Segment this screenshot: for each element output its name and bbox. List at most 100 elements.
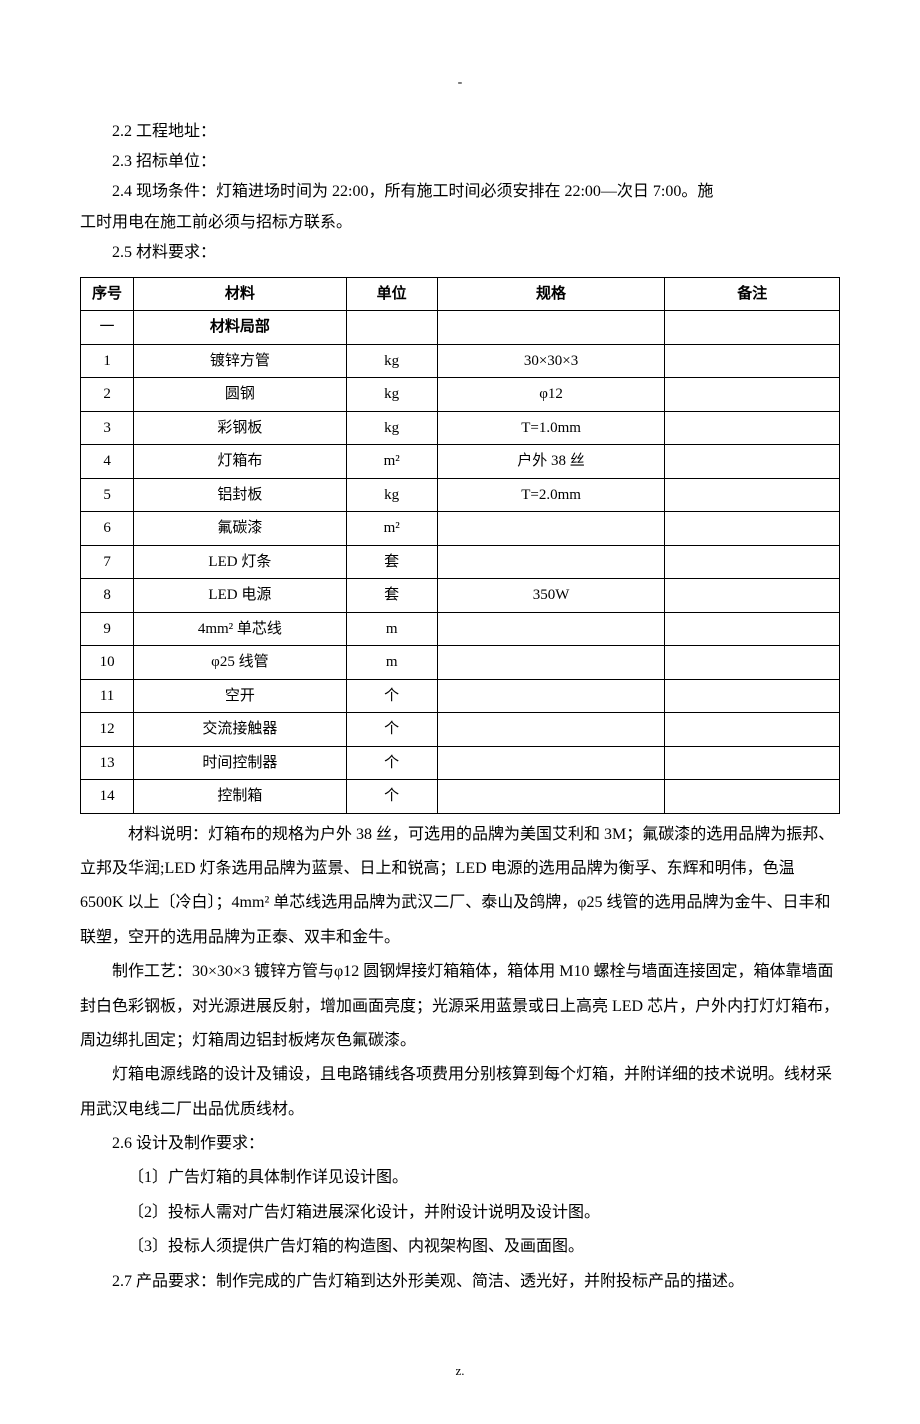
- cell-note: [665, 378, 840, 412]
- cell-seq: 11: [81, 679, 134, 713]
- cell-mat: LED 电源: [134, 579, 347, 613]
- cell-seq: 10: [81, 646, 134, 680]
- cell-note: [665, 646, 840, 680]
- cell-unit: m²: [346, 512, 437, 546]
- cell-mat: 氟碳漆: [134, 512, 347, 546]
- cell-unit: m²: [346, 445, 437, 479]
- section-seq: 一: [81, 311, 134, 345]
- table-row: 10φ25 线管m: [81, 646, 840, 680]
- cell-note: [665, 545, 840, 579]
- th-unit: 单位: [346, 277, 437, 311]
- material-note: 材料说明：灯箱布的规格为户外 38 丝，可选用的品牌为美国艾利和 3M；氟碳漆的…: [80, 818, 840, 956]
- power-note: 灯箱电源线路的设计及铺设，且电路铺线各项费用分别核算到每个灯箱，并附详细的技术说…: [80, 1058, 840, 1127]
- table-row: 6氟碳漆m²: [81, 512, 840, 546]
- cell-unit: m: [346, 612, 437, 646]
- cell-mat: 时间控制器: [134, 746, 347, 780]
- line-2-4a: 2.4 现场条件：灯箱进场时间为 22:00，所有施工时间必须安排在 22:00…: [80, 177, 840, 207]
- section-blank-spec: [437, 311, 665, 345]
- section-title: 材料局部: [134, 311, 347, 345]
- cell-spec: [437, 512, 665, 546]
- header-dash: -: [80, 70, 840, 97]
- table-row: 8LED 电源套350W: [81, 579, 840, 613]
- req-3: 〔3〕投标人须提供广告灯箱的构造图、内视架构图、及画面图。: [80, 1230, 840, 1264]
- cell-spec: [437, 545, 665, 579]
- cell-mat: φ25 线管: [134, 646, 347, 680]
- table-row: 1镀锌方管kg30×30×3: [81, 344, 840, 378]
- cell-mat: LED 灯条: [134, 545, 347, 579]
- cell-seq: 12: [81, 713, 134, 747]
- th-spec: 规格: [437, 277, 665, 311]
- cell-seq: 5: [81, 478, 134, 512]
- cell-mat: 4mm² 单芯线: [134, 612, 347, 646]
- cell-spec: 30×30×3: [437, 344, 665, 378]
- table-header-row: 序号 材料 单位 规格 备注: [81, 277, 840, 311]
- table-row: 14控制箱个: [81, 780, 840, 814]
- cell-note: [665, 411, 840, 445]
- cell-note: [665, 478, 840, 512]
- section-blank-note: [665, 311, 840, 345]
- cell-spec: [437, 780, 665, 814]
- cell-unit: 个: [346, 713, 437, 747]
- line-2-2: 2.2 工程地址：: [80, 117, 840, 147]
- cell-seq: 8: [81, 579, 134, 613]
- cell-seq: 14: [81, 780, 134, 814]
- cell-spec: T=2.0mm: [437, 478, 665, 512]
- cell-mat: 灯箱布: [134, 445, 347, 479]
- cell-seq: 9: [81, 612, 134, 646]
- cell-mat: 交流接触器: [134, 713, 347, 747]
- cell-unit: kg: [346, 378, 437, 412]
- cell-mat: 空开: [134, 679, 347, 713]
- line-2-3: 2.3 招标单位：: [80, 147, 840, 177]
- table-row: 3彩钢板kgT=1.0mm: [81, 411, 840, 445]
- materials-table: 序号 材料 单位 规格 备注 一 材料局部 1镀锌方管kg30×30×32圆钢k…: [80, 277, 840, 814]
- cell-spec: 户外 38 丝: [437, 445, 665, 479]
- cell-unit: 个: [346, 679, 437, 713]
- cell-unit: kg: [346, 411, 437, 445]
- cell-note: [665, 746, 840, 780]
- cell-seq: 2: [81, 378, 134, 412]
- cell-seq: 1: [81, 344, 134, 378]
- cell-unit: 个: [346, 780, 437, 814]
- cell-seq: 4: [81, 445, 134, 479]
- cell-unit: 套: [346, 545, 437, 579]
- table-row: 12交流接触器个: [81, 713, 840, 747]
- cell-note: [665, 612, 840, 646]
- table-row: 11空开个: [81, 679, 840, 713]
- cell-seq: 7: [81, 545, 134, 579]
- cell-mat: 彩钢板: [134, 411, 347, 445]
- table-row: 94mm² 单芯线m: [81, 612, 840, 646]
- process-note: 制作工艺：30×30×3 镀锌方管与φ12 圆钢焊接灯箱箱体，箱体用 M10 螺…: [80, 955, 840, 1058]
- th-note: 备注: [665, 277, 840, 311]
- cell-spec: [437, 713, 665, 747]
- cell-note: [665, 512, 840, 546]
- cell-note: [665, 713, 840, 747]
- cell-mat: 控制箱: [134, 780, 347, 814]
- cell-mat: 铝封板: [134, 478, 347, 512]
- cell-spec: φ12: [437, 378, 665, 412]
- cell-spec: T=1.0mm: [437, 411, 665, 445]
- cell-unit: 个: [346, 746, 437, 780]
- cell-note: [665, 679, 840, 713]
- table-body: 一 材料局部 1镀锌方管kg30×30×32圆钢kgφ123彩钢板kgT=1.0…: [81, 311, 840, 814]
- cell-spec: [437, 746, 665, 780]
- req-1: 〔1〕广告灯箱的具体制作详见设计图。: [80, 1161, 840, 1195]
- cell-unit: m: [346, 646, 437, 680]
- cell-note: [665, 445, 840, 479]
- cell-spec: [437, 612, 665, 646]
- th-mat: 材料: [134, 277, 347, 311]
- cell-unit: kg: [346, 344, 437, 378]
- table-row: 13时间控制器个: [81, 746, 840, 780]
- table-row: 2圆钢kgφ12: [81, 378, 840, 412]
- cell-seq: 3: [81, 411, 134, 445]
- cell-note: [665, 344, 840, 378]
- th-seq: 序号: [81, 277, 134, 311]
- cell-spec: [437, 679, 665, 713]
- cell-mat: 圆钢: [134, 378, 347, 412]
- cell-unit: kg: [346, 478, 437, 512]
- line-2-6: 2.6 设计及制作要求：: [80, 1127, 840, 1161]
- cell-seq: 6: [81, 512, 134, 546]
- section-blank-unit: [346, 311, 437, 345]
- cell-note: [665, 780, 840, 814]
- line-2-4b: 工时用电在施工前必须与招标方联系。: [80, 208, 840, 238]
- cell-note: [665, 579, 840, 613]
